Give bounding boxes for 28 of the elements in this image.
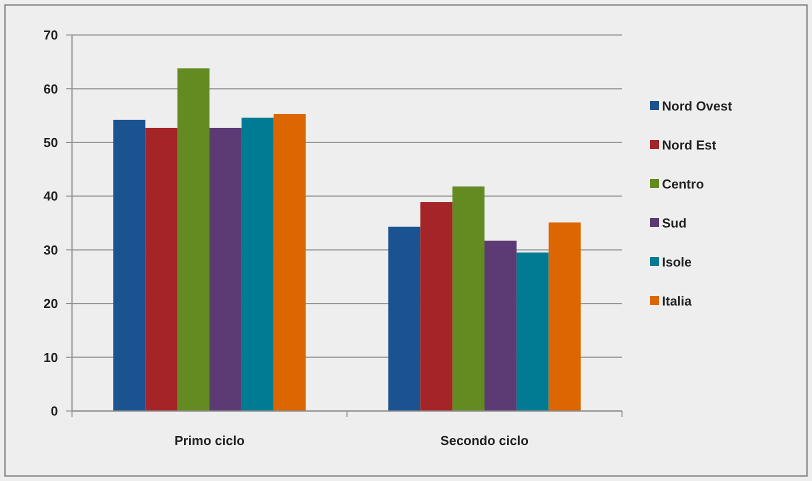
bar — [145, 128, 178, 411]
bar — [388, 226, 420, 411]
bar — [484, 240, 517, 411]
y-tick-label: 60 — [44, 81, 58, 96]
y-tick-label: 40 — [44, 188, 58, 204]
bar — [420, 202, 452, 411]
bar — [177, 68, 210, 411]
y-tick-label: 0 — [50, 404, 58, 419]
bar — [210, 128, 242, 411]
y-tick-label: 30 — [44, 242, 58, 258]
legend-label: Sud — [662, 216, 687, 231]
bar — [113, 120, 146, 411]
legend-label: Centro — [662, 176, 704, 192]
bar — [242, 118, 274, 411]
bar — [452, 186, 484, 411]
x-tick-label: Primo ciclo — [174, 433, 245, 448]
legend-label: Nord Ovest — [662, 98, 733, 114]
y-tick-label: 50 — [44, 134, 58, 150]
legend-label: Italia — [662, 294, 692, 309]
y-tick-label: 10 — [44, 350, 58, 365]
x-tick-label: Secondo ciclo — [440, 433, 529, 448]
bar — [274, 114, 306, 411]
legend-label: Isole — [662, 254, 692, 270]
y-tick-label: 70 — [44, 28, 58, 43]
bar — [548, 222, 581, 411]
y-tick-label: 20 — [44, 296, 58, 312]
bar — [516, 252, 549, 411]
legend-label: Nord Est — [662, 138, 717, 153]
